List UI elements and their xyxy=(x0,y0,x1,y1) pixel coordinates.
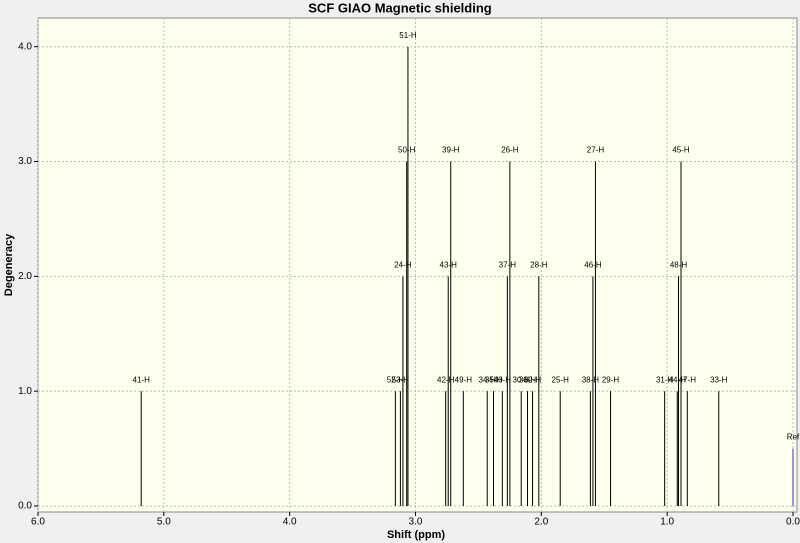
y-axis-label: Degeneracy xyxy=(3,233,15,296)
peak-label: 40-H xyxy=(494,375,512,384)
peak-label: 47-H xyxy=(679,375,697,384)
peak-label: 44-H xyxy=(669,375,687,384)
peak-label: 49-H xyxy=(455,375,473,384)
y-tick-label: 2.0 xyxy=(18,271,32,282)
peak-label: 41-H xyxy=(133,375,151,384)
peak-label: 37-H xyxy=(499,260,517,269)
peak-label: 39-H xyxy=(442,146,460,155)
peak-label: 35-H xyxy=(485,375,503,384)
peak-label: 27-H xyxy=(587,146,605,155)
peak-label: 26-H xyxy=(501,146,519,155)
peak-label: 36-H xyxy=(519,375,537,384)
peak-label: 31-H xyxy=(656,375,674,384)
peak-label: 29-H xyxy=(602,375,620,384)
peak-label: 50-H xyxy=(398,146,416,155)
y-tick-label: 0.0 xyxy=(18,501,32,512)
x-tick-label: 4.0 xyxy=(283,517,297,528)
chart-title: SCF GIAO Magnetic shielding xyxy=(308,0,492,15)
peak-label: 33-H xyxy=(710,375,728,384)
peak-label: 38-H xyxy=(582,375,600,384)
plot-area xyxy=(37,17,798,513)
peak-label: 30-H xyxy=(513,375,531,384)
x-tick-label: 6.0 xyxy=(31,517,45,528)
peak-label: 28-H xyxy=(530,260,548,269)
peak-label: 43-H xyxy=(440,260,458,269)
peak-label: 48-H xyxy=(670,260,688,269)
peak-label: 51-H xyxy=(399,31,417,40)
peak-label: Ref xyxy=(787,433,800,442)
x-axis-label: Shift (ppm) xyxy=(387,529,445,541)
x-tick-label: 1.0 xyxy=(660,517,674,528)
x-tick-label: 0.0 xyxy=(786,517,800,528)
peak-label: 46-H xyxy=(584,260,602,269)
peak-label: 32-H xyxy=(524,375,542,384)
y-tick-label: 4.0 xyxy=(18,41,32,52)
y-tick-label: 1.0 xyxy=(18,386,32,397)
x-tick-label: 3.0 xyxy=(409,517,423,528)
peak-label: 42-H xyxy=(437,375,455,384)
x-tick-label: 5.0 xyxy=(157,517,171,528)
x-tick-label: 2.0 xyxy=(534,517,548,528)
peak-label: 25-H xyxy=(552,375,570,384)
peak-label: 45-H xyxy=(672,146,690,155)
peak-label: 24-H xyxy=(394,260,412,269)
peak-label: 53-H xyxy=(392,375,410,384)
peak-label: 34-H xyxy=(479,375,497,384)
peak-label: 52-H xyxy=(387,375,405,384)
y-tick-label: 3.0 xyxy=(18,156,32,167)
